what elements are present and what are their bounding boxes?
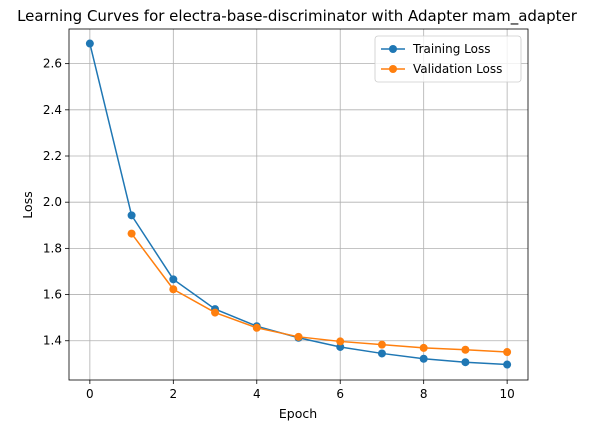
validation-loss-point bbox=[336, 337, 345, 346]
validation-loss-point bbox=[169, 285, 178, 294]
plot-area: 0 2 4 6 8 10 1.4 1.6 1.8 2.0 2.2 2.4 2.6 bbox=[43, 28, 529, 401]
y-tick-label: 2.2 bbox=[43, 149, 62, 163]
x-tick-label: 2 bbox=[169, 387, 177, 401]
validation-loss-point bbox=[419, 343, 428, 352]
x-tick-label: 6 bbox=[336, 387, 344, 401]
validation-loss-point bbox=[294, 332, 303, 341]
training-loss-point bbox=[336, 342, 345, 351]
training-loss-point bbox=[377, 349, 386, 358]
training-loss-point bbox=[85, 39, 94, 48]
y-tick-label: 2.6 bbox=[43, 57, 62, 71]
validation-loss-line bbox=[130, 233, 508, 353]
y-tick-label: 2.0 bbox=[43, 195, 62, 209]
y-tick-label: 2.4 bbox=[43, 103, 62, 117]
validation-loss-point bbox=[461, 345, 470, 354]
training-loss-point bbox=[419, 354, 428, 363]
x-tick-label: 4 bbox=[253, 387, 261, 401]
training-loss-point bbox=[503, 360, 512, 369]
validation-loss-legend-marker bbox=[389, 65, 397, 73]
validation-loss-point bbox=[377, 340, 386, 349]
legend-box bbox=[374, 35, 522, 83]
y-tick-label: 1.4 bbox=[43, 334, 62, 348]
x-axis-label: Epoch bbox=[279, 406, 317, 421]
y-tick-label: 1.6 bbox=[43, 288, 62, 302]
x-tick-label: 8 bbox=[420, 387, 428, 401]
training-loss-point bbox=[127, 211, 136, 220]
validation-loss-point bbox=[252, 323, 261, 332]
x-tick-label: 10 bbox=[499, 387, 514, 401]
training-loss-point bbox=[461, 358, 470, 367]
training-loss-legend-marker bbox=[389, 45, 397, 53]
validation-loss-legend-label: Validation Loss bbox=[413, 62, 502, 76]
validation-loss-point bbox=[127, 229, 136, 238]
axes-frame bbox=[68, 28, 529, 381]
training-loss-legend-label: Training Loss bbox=[412, 42, 490, 56]
x-tick-label: 0 bbox=[86, 387, 94, 401]
legend: Training Loss Validation Loss bbox=[374, 35, 522, 83]
validation-loss-point bbox=[503, 348, 512, 357]
chart-title: Learning Curves for electra-base-discrim… bbox=[17, 7, 578, 26]
y-axis-label: Loss bbox=[20, 191, 35, 218]
training-loss-point bbox=[169, 275, 178, 284]
validation-loss-point bbox=[211, 308, 220, 317]
y-tick-label: 1.8 bbox=[43, 241, 62, 255]
